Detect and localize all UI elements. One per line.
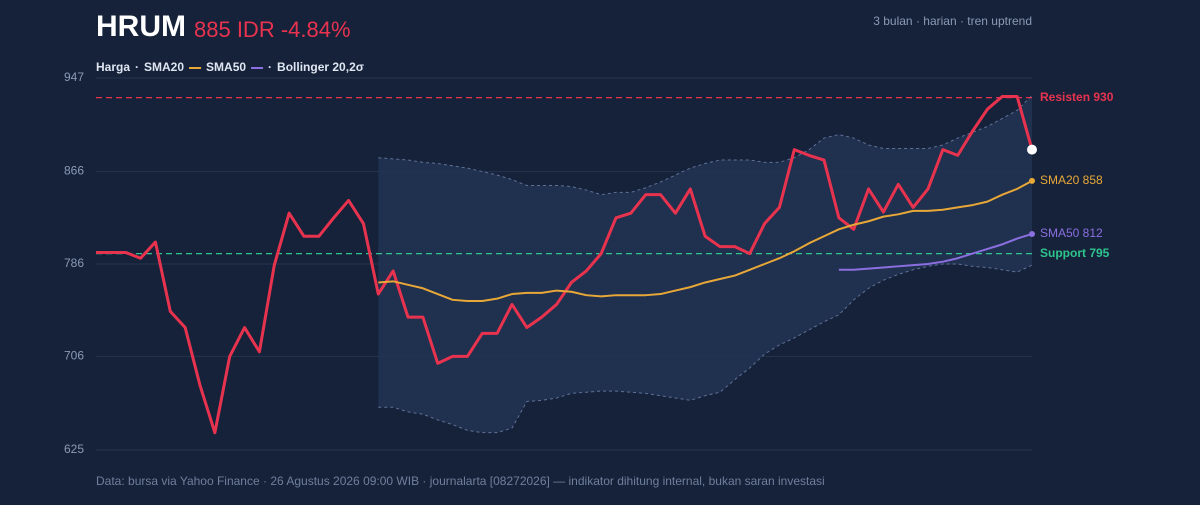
reference-label: Resisten 930 <box>1040 90 1114 104</box>
y-tick-label: 947 <box>64 70 84 84</box>
bollinger-lower <box>378 263 1033 434</box>
footer: Data: bursa via Yahoo Finance · 26 Agust… <box>96 474 825 488</box>
legend-label: · <box>135 60 139 74</box>
last-point <box>1029 177 1035 184</box>
series-line <box>378 179 1033 302</box>
y-tick-label: 786 <box>64 256 84 270</box>
bollinger-band <box>378 95 1032 433</box>
y-tick-label: 625 <box>64 442 84 456</box>
legend-label: SMA20 <box>144 60 184 74</box>
y-tick-label: 706 <box>64 349 84 363</box>
bollinger-upper <box>378 94 1033 196</box>
chart-note: 3 bulan · harian · tren uptrend <box>873 14 1032 28</box>
series-line <box>838 233 1033 271</box>
chart-title: HRUM <box>96 10 186 43</box>
end-label: SMA20 858 <box>1040 173 1103 187</box>
end-label: SMA50 812 <box>1040 226 1103 240</box>
legend-label: · <box>268 60 272 74</box>
y-tick-label: 866 <box>64 164 84 178</box>
legend-label: Bollinger 20,2σ <box>277 60 364 74</box>
legend-label: SMA50 <box>206 60 246 74</box>
last-point <box>1029 230 1035 237</box>
last-point <box>1027 144 1037 155</box>
chart-subtitle: 885 IDR -4.84% <box>194 17 351 42</box>
legend-label: Harga <box>96 60 130 74</box>
reference-label: Support 795 <box>1040 246 1110 260</box>
series-line <box>96 94 1034 435</box>
